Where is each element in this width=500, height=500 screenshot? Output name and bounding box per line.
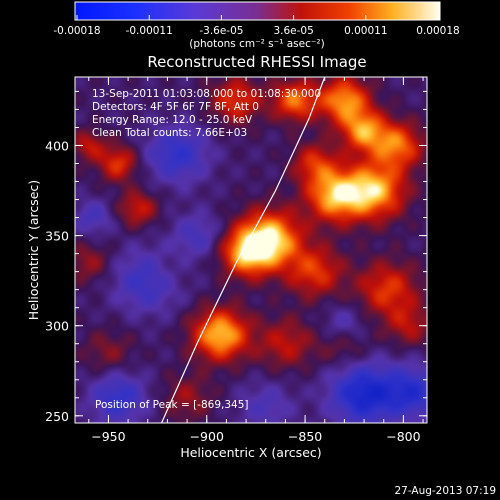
y-tick-label: 400 [45,138,69,153]
x-tick-label: −850 [288,429,322,444]
timestamp: 27-Aug-2013 07:19 [394,485,496,497]
solar-limb-curve [160,77,326,423]
info-line: Clean Total counts: 7.66E+03 [92,127,247,139]
colorbar-tick-label: -0.00011 [126,25,173,37]
x-tick-label: −800 [386,429,420,444]
colorbar-tick-label: -3.6e-05 [199,25,243,37]
x-tick-label: −950 [91,429,125,444]
colorbar-tick-label: 3.6e-05 [273,25,313,37]
x-tick-label: −900 [190,429,224,444]
info-block: 13-Sep-2011 01:03:08.000 to 01:08:30.000… [92,88,321,139]
chart-title: Reconstructed RHESSI Image [147,53,366,71]
peak-label: Position of Peak = [-869,345] [95,399,249,411]
colorbar-units: (photons cm⁻² s⁻¹ asec⁻²) [189,38,324,50]
plot-frame [74,76,428,424]
colorbar: -0.00018 -0.00011 -3.6e-05 3.6e-05 0.00011 0.… [53,1,460,50]
info-line: Energy Range: 12.0 - 25.0 keV [92,114,253,126]
info-line: Detectors: 4F 5F 6F 7F 8F, Att 0 [92,101,259,113]
plot-area: −950 −900 −850 −800 250 300 350 400 13-Sep-2011… [45,76,428,444]
colorbar-tick-label: 0.00011 [344,25,387,37]
heatmap-image [75,77,427,423]
colorbar-gradient [74,1,441,21]
y-axis-label: Heliocentric Y (arcsec) [26,180,41,320]
colorbar-tick-label: 0.00018 [416,25,459,37]
y-tick-label: 300 [45,319,69,334]
info-line: 13-Sep-2011 01:03:08.000 to 01:08:30.000 [92,88,321,100]
x-axis-label: Heliocentric X (arcsec) [180,445,321,460]
y-tick-label: 250 [45,409,69,424]
axis-ticks: −950 −900 −850 −800 250 300 350 400 [45,77,427,444]
y-tick-label: 350 [45,229,69,244]
colorbar-tick-label: -0.00018 [53,25,100,37]
